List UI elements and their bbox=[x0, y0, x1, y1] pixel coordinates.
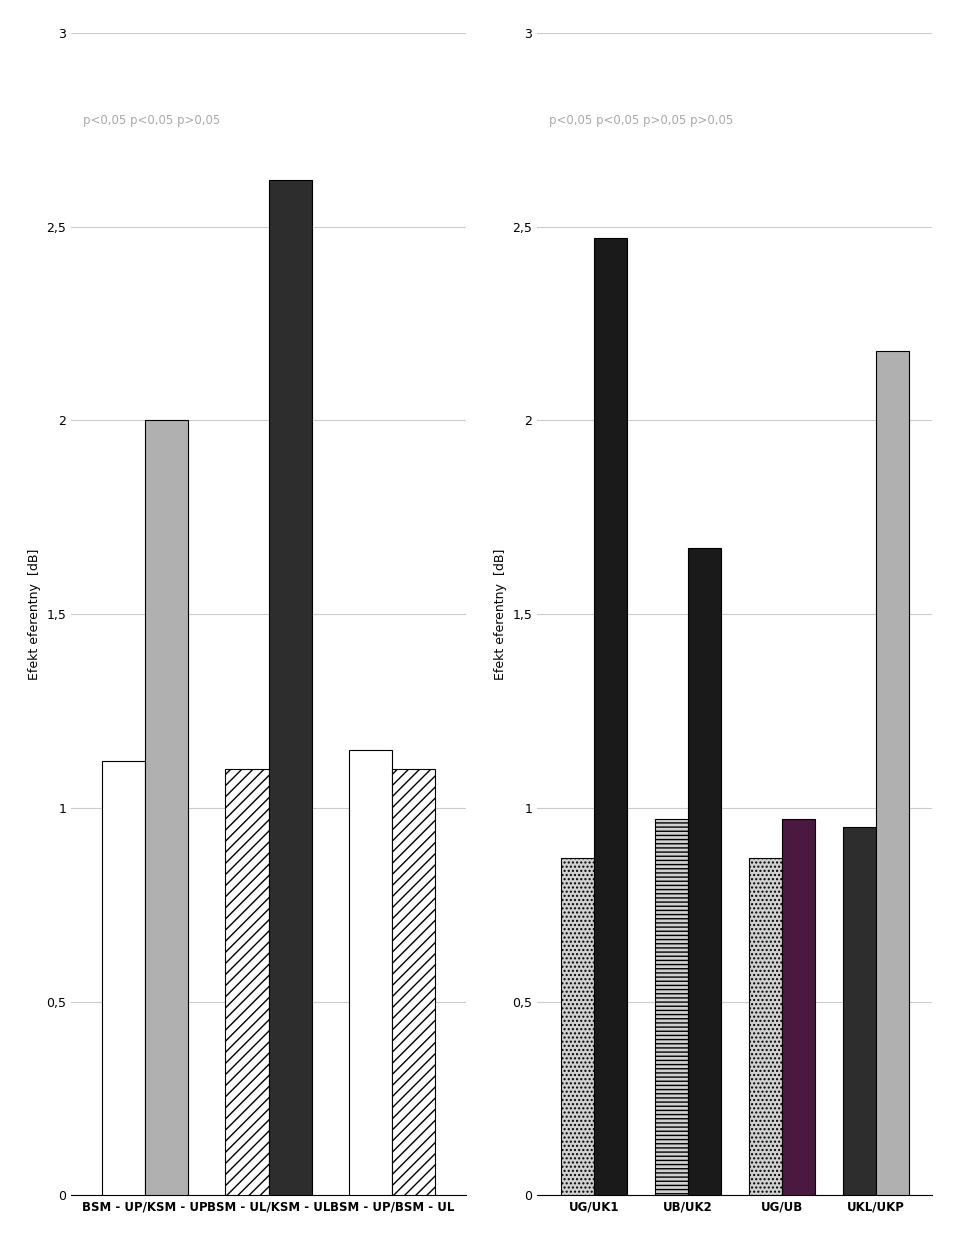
Bar bbox=[781, 819, 815, 1195]
Bar bbox=[749, 859, 781, 1195]
Text: p<0,05 p<0,05 p>0,05: p<0,05 p<0,05 p>0,05 bbox=[84, 114, 220, 127]
Bar bbox=[843, 828, 876, 1195]
Bar bbox=[876, 350, 909, 1195]
Bar bbox=[392, 769, 435, 1195]
Bar bbox=[593, 238, 627, 1195]
Bar bbox=[226, 769, 269, 1195]
Bar bbox=[655, 819, 687, 1195]
Bar bbox=[687, 549, 721, 1195]
Bar bbox=[561, 859, 593, 1195]
Y-axis label: Efekt eferentny  [dB]: Efekt eferentny [dB] bbox=[28, 549, 40, 680]
Bar bbox=[269, 180, 312, 1195]
Bar bbox=[102, 761, 145, 1195]
Bar bbox=[348, 750, 392, 1195]
Bar bbox=[145, 421, 188, 1195]
Y-axis label: Efekt eferentny  [dB]: Efekt eferentny [dB] bbox=[493, 549, 507, 680]
Text: p<0,05 p<0,05 p>0,05 p>0,05: p<0,05 p<0,05 p>0,05 p>0,05 bbox=[549, 114, 733, 127]
